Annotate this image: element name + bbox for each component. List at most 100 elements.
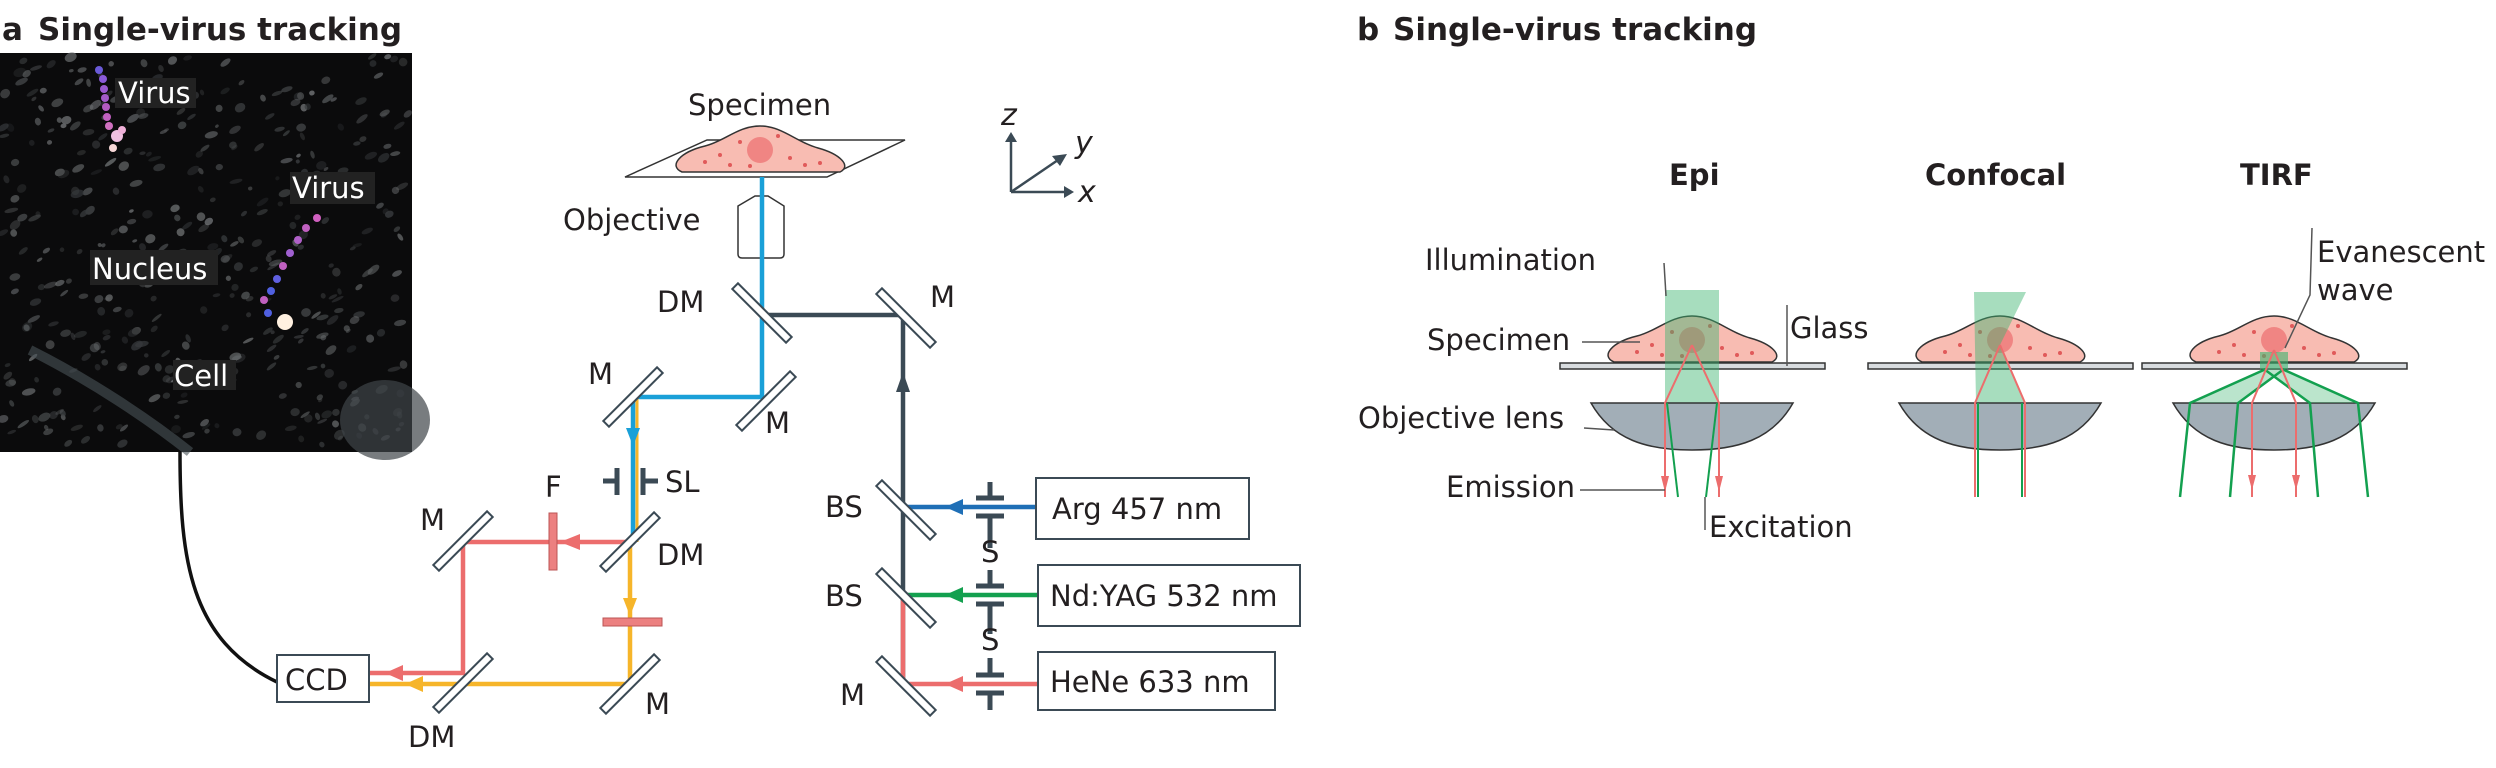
texture-blob: [47, 128, 55, 133]
texture-blob: [200, 306, 208, 314]
texture-blob: [254, 143, 264, 152]
texture-blob: [271, 90, 283, 97]
texture-blob: [316, 394, 323, 401]
texture-blob: [148, 394, 161, 403]
mirror-blue-right: [734, 369, 798, 433]
texture-blob: [368, 53, 377, 60]
texture-blob: [108, 61, 114, 67]
texture-blob: [89, 343, 100, 353]
panel-a-title: Single-virus tracking: [38, 12, 402, 48]
texture-blob: [337, 123, 344, 131]
texture-blob: [123, 147, 133, 155]
texture-blob: [318, 398, 323, 403]
texture-blob: [390, 55, 399, 63]
label-objective-lens: Objective lens: [1358, 401, 1564, 435]
panel-b: b Single-virus tracking Epi Confocal TIR…: [1357, 12, 2485, 544]
label-sl: SL: [665, 465, 700, 499]
texture-blob: [398, 57, 408, 67]
mode-epi-title: Epi: [1669, 158, 1720, 192]
axis-z-label: z: [1000, 98, 1018, 133]
texture-blob: [185, 334, 191, 343]
texture-blob: [72, 208, 79, 216]
texture-blob: [139, 151, 146, 155]
texture-blob: [359, 136, 367, 143]
texture-blob: [200, 144, 210, 152]
texture-blob: [273, 355, 280, 360]
texture-blob: [138, 113, 149, 119]
texture-blob: [3, 371, 13, 380]
arrow-left-icon: [945, 676, 963, 692]
texture-blob: [121, 336, 129, 344]
texture-blob: [5, 379, 17, 387]
texture-blob: [100, 350, 106, 354]
texture-blob: [270, 330, 275, 335]
texture-blob: [124, 309, 134, 318]
cell-texture: [0, 52, 412, 448]
texture-blob: [78, 293, 89, 299]
texture-blob: [204, 217, 214, 226]
texture-blob: [198, 223, 210, 233]
texture-blob: [209, 197, 216, 203]
texture-blob: [275, 176, 280, 181]
label-evanescent: Evanescent: [2317, 235, 2485, 269]
panel-b-letter: b: [1357, 12, 1379, 48]
label-f: F: [545, 470, 562, 504]
label-s-2: S: [981, 623, 999, 657]
texture-blob: [232, 428, 242, 437]
texture-blob: [158, 243, 169, 252]
microscopy-image: Virus Virus Nucleus Cell: [0, 52, 430, 460]
texture-blob: [393, 226, 401, 233]
mode-tirf-title: TIRF: [2240, 158, 2313, 192]
texture-blob: [233, 262, 243, 271]
texture-blob: [17, 213, 28, 222]
ccd-box: [276, 654, 370, 703]
texture-blob: [384, 210, 394, 218]
texture-blob: [321, 410, 333, 419]
texture-blob: [129, 179, 143, 187]
texture-blob: [297, 338, 304, 344]
laser-arg: [1035, 477, 1250, 540]
texture-blob: [182, 221, 193, 230]
label-virus-1: Virus: [118, 76, 191, 110]
arrow-left-icon: [385, 665, 403, 681]
objective-lens: [2172, 402, 2376, 451]
texture-blob: [119, 424, 129, 432]
texture-blob: [256, 208, 268, 216]
texture-blob: [265, 113, 275, 120]
mode-confocal-title: Confocal: [1925, 158, 2066, 192]
texture-blob: [260, 94, 266, 102]
texture-blob: [10, 158, 20, 167]
tirf-diagram: [2141, 315, 2408, 498]
texture-blob: [326, 315, 339, 325]
texture-blob: [38, 105, 44, 112]
texture-blob: [112, 306, 122, 313]
texture-blob: [0, 229, 9, 236]
texture-blob: [70, 424, 83, 431]
texture-blob: [9, 400, 15, 407]
texture-blob: [296, 123, 306, 132]
texture-blob: [399, 360, 408, 369]
texture-blob: [183, 55, 192, 61]
texture-blob: [349, 246, 356, 251]
texture-blob: [129, 209, 134, 213]
objective-lens: [1590, 402, 1794, 451]
texture-blob: [89, 99, 102, 110]
texture-blob: [117, 439, 128, 448]
label-m-top-right: M: [930, 280, 955, 314]
texture-blob: [195, 150, 203, 158]
texture-blob: [57, 169, 70, 179]
texture-blob: [397, 233, 404, 241]
label-bs-1: BS: [825, 490, 863, 524]
texture-blob: [200, 418, 210, 427]
texture-blob: [187, 165, 200, 176]
arrow-up-icon: [896, 372, 910, 392]
texture-blob: [56, 117, 63, 123]
texture-blob: [237, 236, 245, 244]
texture-blob: [82, 187, 93, 196]
texture-blob: [158, 64, 164, 73]
texture-blob: [266, 344, 277, 352]
texture-blob: [127, 328, 140, 337]
texture-blob: [177, 399, 189, 404]
texture-blob: [238, 80, 245, 86]
texture-blob: [17, 184, 27, 193]
